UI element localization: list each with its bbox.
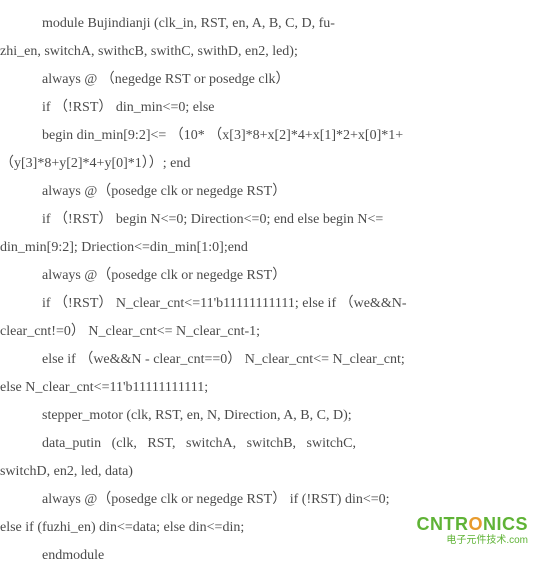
code-line: begin din_min[9:2]<= （10* （x[3]*8+x[2]*4…	[0, 122, 544, 150]
code-block: module Bujindianji (clk_in, RST, en, A, …	[0, 10, 544, 570]
site-logo: CNTRONICS 电子元件技术.com	[416, 515, 528, 546]
code-line: stepper_motor (clk, RST, en, N, Directio…	[0, 402, 544, 430]
code-line: endmodule	[0, 542, 544, 570]
logo-text-post: NICS	[483, 514, 528, 534]
code-line: din_min[9:2]; Driection<=din_min[1:0];en…	[0, 234, 544, 262]
code-line: else if （we&&N - clear_cnt==0） N_clear_c…	[0, 346, 544, 374]
code-line: module Bujindianji (clk_in, RST, en, A, …	[0, 10, 544, 38]
code-line: switchD, en2, led, data)	[0, 458, 544, 486]
code-line: else N_clear_cnt<=11'b11111111111;	[0, 374, 544, 402]
logo-text-pre: CNTR	[416, 514, 468, 534]
code-line: （y[3]*8+y[2]*4+y[0]*1））; end	[0, 150, 544, 178]
code-line: if （!RST） din_min<=0; else	[0, 94, 544, 122]
logo-text-o: O	[468, 514, 483, 534]
code-line: data_putin (clk, RST, switchA, switchB, …	[0, 430, 544, 458]
code-line: always @ （negedge RST or posedge clk）	[0, 66, 544, 94]
code-line: always @（posedge clk or negedge RST）	[0, 178, 544, 206]
code-line: if （!RST） begin N<=0; Direction<=0; end …	[0, 206, 544, 234]
code-line: always @（posedge clk or negedge RST） if …	[0, 486, 544, 514]
logo-main: CNTRONICS	[416, 515, 528, 535]
code-line: clear_cnt!=0） N_clear_cnt<= N_clear_cnt-…	[0, 318, 544, 346]
logo-subtitle: 电子元件技术.com	[416, 535, 528, 546]
code-line: zhi_en, switchA, swithcB, swithC, swithD…	[0, 38, 544, 66]
code-line: if （!RST） N_clear_cnt<=11'b11111111111; …	[0, 290, 544, 318]
code-line: always @（posedge clk or negedge RST）	[0, 262, 544, 290]
